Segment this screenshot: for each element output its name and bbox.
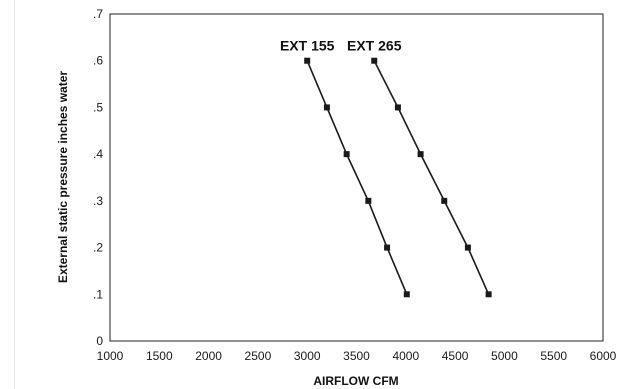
x-tick-label: 4000 <box>392 349 419 363</box>
y-tick-label: .2 <box>93 241 103 255</box>
series-layer <box>304 57 492 298</box>
x-tick-label: 3500 <box>343 349 370 363</box>
x-tick-label: 3000 <box>294 349 321 363</box>
x-tick-label: 5500 <box>540 349 567 363</box>
x-tick-label: 5000 <box>491 349 518 363</box>
y-tick-label: .1 <box>93 287 103 301</box>
x-tick-label: 2500 <box>245 349 272 363</box>
x-tick-label: 1000 <box>97 349 124 363</box>
data-point-ext-265 <box>371 57 378 64</box>
data-point-ext-155 <box>304 57 311 64</box>
data-point-ext-265 <box>394 104 401 111</box>
plot-frame <box>109 13 604 342</box>
y-axis-ticks: 0 .1 .2 .3 .4 .5 .6 .7 <box>93 7 103 348</box>
series-line-ext-155 <box>306 60 408 295</box>
x-tick-label: 1500 <box>146 349 173 363</box>
series-ext-155 <box>304 57 410 298</box>
series-label-ext-155: EXT 155 <box>280 38 335 54</box>
y-tick-label: .6 <box>93 54 103 68</box>
data-point-ext-155 <box>343 151 350 158</box>
series-labels: EXT 155 EXT 265 <box>280 38 402 54</box>
series-ext-265 <box>371 57 492 298</box>
data-point-ext-155 <box>323 104 330 111</box>
data-point-ext-265 <box>485 291 492 298</box>
x-axis-ticks: 1000 1500 2000 2500 3000 3500 4000 4500 5000 5500… <box>97 349 617 363</box>
y-tick-label: .5 <box>93 100 103 114</box>
x-axis-title: AIRFLOW CFM <box>313 374 398 388</box>
data-point-ext-265 <box>417 151 424 158</box>
data-point-ext-265 <box>464 244 471 251</box>
x-tick-label: 6000 <box>590 349 617 363</box>
data-point-ext-155 <box>403 291 410 298</box>
y-axis-title: External static pressure inches water <box>56 71 70 283</box>
x-tick-label: 4500 <box>442 349 469 363</box>
y-tick-label: 0 <box>96 334 103 348</box>
data-point-ext-155 <box>384 244 391 251</box>
series-line-ext-265 <box>373 60 490 295</box>
data-point-ext-265 <box>441 197 448 204</box>
y-tick-label: .4 <box>93 147 103 161</box>
series-label-ext-265: EXT 265 <box>347 38 402 54</box>
y-tick-label: .7 <box>93 7 103 21</box>
x-tick-label: 2000 <box>195 349 222 363</box>
page-edge-rule <box>14 0 15 389</box>
y-tick-label: .3 <box>93 194 103 208</box>
data-point-ext-155 <box>365 197 372 204</box>
